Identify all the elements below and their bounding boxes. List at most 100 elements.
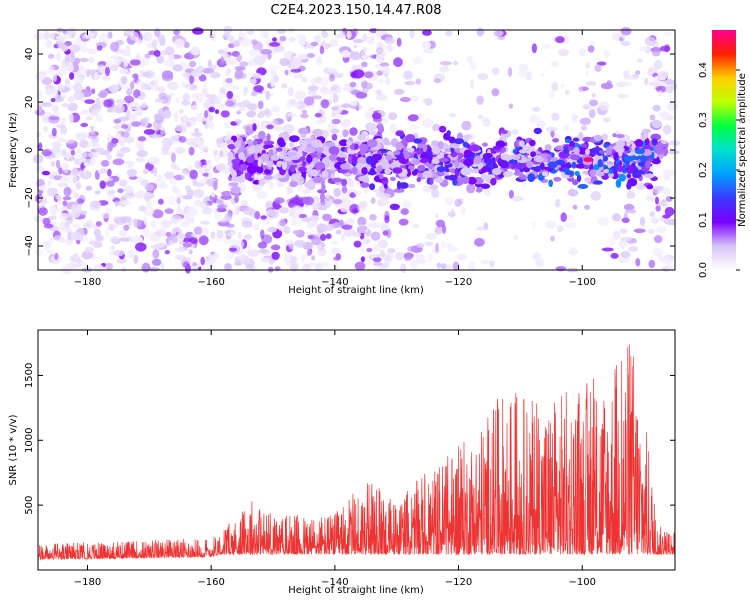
spectrogram-cell xyxy=(310,41,319,47)
spectrogram-cell xyxy=(95,114,104,123)
spectrogram-cell xyxy=(99,180,107,189)
spectrogram-cell xyxy=(150,80,156,86)
spectrogram-cell xyxy=(182,194,193,200)
spectrogram-cell xyxy=(475,187,483,193)
spectrogram-cell xyxy=(321,170,329,179)
spectrogram-cell xyxy=(477,114,484,120)
spectrogram-cell xyxy=(270,77,275,88)
spectrogram-cell xyxy=(438,157,450,163)
spectrogram-cell xyxy=(331,118,341,124)
spectrogram-cell xyxy=(164,250,170,255)
spectrogram-cell xyxy=(484,153,493,159)
spectrogram-cell xyxy=(346,30,352,39)
spectrogram-cell xyxy=(533,127,542,135)
spectrogram-cell xyxy=(286,185,293,195)
spectrogram-cell xyxy=(434,226,443,235)
spectrogram-cell xyxy=(221,190,233,197)
spectrogram-cell xyxy=(274,125,284,132)
spectrogram-cell xyxy=(448,136,456,144)
spectrogram-cell xyxy=(92,241,103,248)
colorbar-label: Normalized spectral amplitude xyxy=(737,73,748,227)
spectrogram-cell xyxy=(120,131,130,138)
spectrogram-cell xyxy=(558,48,569,57)
spectrogram-cell xyxy=(229,247,237,252)
spectrogram-cell xyxy=(361,167,368,175)
spectrogram-cell xyxy=(159,38,166,47)
spectrogram-cell xyxy=(252,123,257,132)
spectrogram-cell xyxy=(38,195,48,204)
spectrogram-cell xyxy=(609,238,616,246)
spectrogram-cell xyxy=(182,261,190,269)
spectrogram-cell xyxy=(331,247,342,255)
spectrogram-cell xyxy=(320,233,327,242)
spectrogram-cell xyxy=(231,159,241,164)
spectrogram-cell xyxy=(544,144,552,152)
spectrogram-y-tick-label: −20 xyxy=(24,187,35,208)
spectrogram-cell xyxy=(319,45,325,55)
spectrogram-cell xyxy=(41,77,53,86)
spectrogram-cell xyxy=(106,180,115,187)
spectrogram-cell xyxy=(181,100,191,106)
spectrogram-cell xyxy=(375,54,384,63)
spectrogram-cell xyxy=(508,103,514,109)
spectrogram-cell xyxy=(161,146,168,156)
spectrogram-cell xyxy=(553,176,562,182)
spectrogram-peak xyxy=(583,157,594,163)
spectrogram-cell xyxy=(335,229,342,235)
spectrogram-cell xyxy=(564,89,570,96)
spectrogram-cell xyxy=(246,156,256,164)
spectrogram-cell xyxy=(298,127,309,136)
spectrogram-cell xyxy=(244,234,253,240)
spectrogram-cell xyxy=(93,264,105,273)
spectrogram-cell xyxy=(269,65,281,71)
spectrogram-cell xyxy=(570,154,581,161)
spectrogram-cell xyxy=(35,164,44,173)
spectrogram-cell xyxy=(491,88,500,97)
spectrogram-cell xyxy=(40,184,50,192)
spectrogram-cell xyxy=(224,212,233,222)
spectrogram-cell xyxy=(370,197,376,204)
spectrogram-cell xyxy=(383,137,390,146)
spectrogram-cell xyxy=(236,54,243,63)
spectrogram-cell xyxy=(468,260,476,271)
spectrogram-cell xyxy=(311,236,322,246)
spectrogram-cell xyxy=(202,81,208,92)
spectrogram-cell xyxy=(215,207,227,213)
spectrogram-cell xyxy=(59,225,71,233)
spectrogram-cell xyxy=(612,230,621,240)
spectrogram-cell xyxy=(569,140,575,148)
spectrogram-cell xyxy=(47,65,55,76)
spectrogram-cell xyxy=(251,91,257,97)
spectrogram-cell xyxy=(283,124,295,134)
spectrogram-cell xyxy=(267,226,277,233)
spectrogram-cell xyxy=(283,50,296,60)
spectrogram-panel: −180 −160 −140 −120 −100 −40 −20 0 20 40 Height … xyxy=(8,25,681,296)
spectrogram-cell xyxy=(366,139,378,148)
spectrogram-cell xyxy=(469,79,475,90)
spectrogram-cell xyxy=(133,254,139,264)
spectrogram-cell xyxy=(154,28,161,38)
spectrogram-cell xyxy=(434,213,439,218)
spectrogram-cell xyxy=(257,112,265,119)
spectrogram-cell xyxy=(94,190,101,195)
spectrogram-cell xyxy=(638,46,650,52)
spectrogram-cell xyxy=(171,162,178,170)
spectrogram-cell xyxy=(663,79,675,85)
spectrogram-cell xyxy=(500,160,509,169)
spectrogram-cell xyxy=(47,53,55,59)
spectrogram-cell xyxy=(257,248,269,254)
spectrogram-cell xyxy=(97,168,107,174)
spectrogram-cell xyxy=(656,85,667,93)
spectrogram-cell xyxy=(122,59,129,68)
snr-x-tick-label: −120 xyxy=(445,577,472,588)
spectrogram-cell xyxy=(110,55,121,60)
spectrogram-cell xyxy=(656,252,663,258)
spectrogram-cell xyxy=(301,188,312,194)
spectrogram-cell xyxy=(384,77,391,86)
spectrogram-cell xyxy=(255,166,264,174)
spectrogram-x-tick-label: −160 xyxy=(197,277,224,288)
spectrogram-cell xyxy=(43,30,50,40)
spectrogram-cell xyxy=(79,46,90,53)
colorbar-ticks: 0.0 0.1 0.2 0.3 0.4 xyxy=(698,62,740,278)
spectrogram-cell xyxy=(587,45,595,53)
